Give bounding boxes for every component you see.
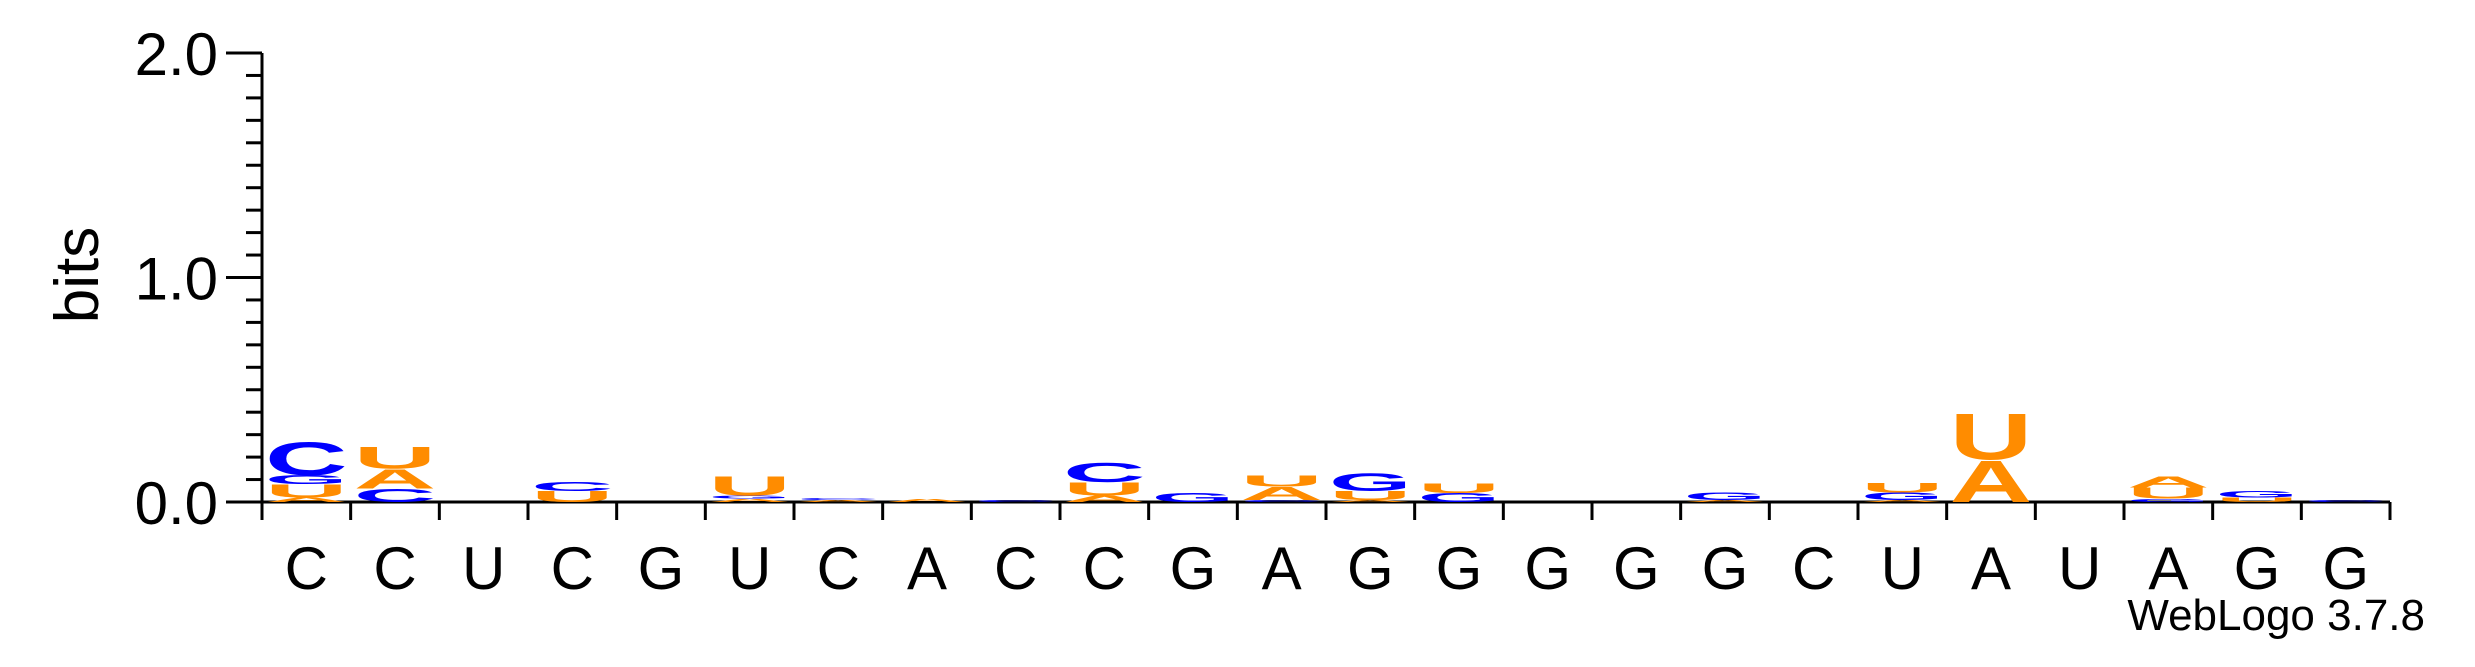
x-tick-label: A — [1262, 535, 1302, 602]
logo-letter-U: U — [2216, 496, 2299, 503]
y-axis: 0.0 1.0 2.0 — [135, 21, 264, 537]
logo-letter-A: A — [354, 463, 437, 494]
logo-letter-C: C — [2304, 499, 2387, 502]
logo-letter-U: U — [531, 488, 614, 505]
x-tick-label: C — [285, 535, 328, 602]
logo-stack: AGU — [708, 470, 791, 503]
logo-letter-G: G — [1684, 490, 1767, 502]
x-tick-label: G — [638, 535, 685, 602]
logo-letter-C: C — [797, 497, 880, 500]
x-tick-label: U — [1881, 535, 1924, 602]
logo-letter-G: G — [1152, 491, 1235, 505]
logo-stack: AC — [797, 497, 880, 503]
logo-letter-U: U — [1240, 472, 1323, 489]
x-tick-label: C — [373, 535, 416, 602]
logo-stack: GUA — [2127, 473, 2210, 503]
logo-stack: UG — [2216, 489, 2299, 503]
logo-stack: AG — [1684, 490, 1767, 502]
x-tick-label: U — [728, 535, 771, 602]
logo-letter-U: U — [1861, 480, 1944, 496]
logo-stack: A — [886, 498, 969, 503]
x-tick-label: G — [1347, 535, 1394, 602]
logo-letter-C: C — [354, 485, 437, 506]
logo-letter-A: A — [1240, 483, 1323, 504]
logo-letter-A: A — [1950, 448, 2033, 515]
logo-letter-C: C — [531, 480, 614, 494]
x-tick-label: G — [1702, 535, 1749, 602]
logo-letter-A: A — [1684, 500, 1767, 503]
x-tick-label: C — [1083, 535, 1126, 602]
x-tick-label: G — [1613, 535, 1660, 602]
logo-letter-G: G — [708, 494, 791, 499]
x-tick-label: A — [2148, 535, 2188, 602]
logo-letter-G: G — [2216, 489, 2299, 499]
logo-letter-U: U — [265, 481, 348, 502]
x-tick-label: C — [1792, 535, 1835, 602]
logo-stack: GU — [1418, 480, 1501, 504]
logo-stack: AU — [1950, 399, 2033, 515]
logo-letter-U: U — [2127, 485, 2210, 502]
logo-letter-C: C — [1063, 456, 1146, 487]
x-tick-label: C — [994, 535, 1037, 602]
logo-letter-G: G — [1329, 468, 1412, 496]
x-tick-label: U — [2058, 535, 2101, 602]
logo-letter-A: A — [2127, 473, 2210, 490]
x-tick-label: G — [1436, 535, 1483, 602]
weblogo-credit: WebLogo 3.7.8 — [2127, 591, 2425, 640]
logo-letter-U: U — [1950, 399, 2033, 473]
x-tick-label: G — [1170, 535, 1217, 602]
y-tick-label: 0.0 — [135, 470, 218, 537]
x-tick-label: G — [2234, 535, 2281, 602]
logo-stack: CAU — [1240, 472, 1323, 504]
y-tick-label: 1.0 — [135, 246, 218, 313]
logo-letter-G: G — [1418, 491, 1501, 505]
x-tick-label: G — [1524, 535, 1571, 602]
x-tick-label: C — [551, 535, 594, 602]
logo-letter-C: C — [974, 499, 1057, 502]
logo-letter-U: U — [1063, 479, 1146, 500]
logo-letter-A: A — [1329, 499, 1412, 502]
logo-letter-G: G — [2127, 498, 2210, 503]
logo-letter-A: A — [265, 496, 348, 503]
logo-letter-C: C — [265, 433, 348, 486]
y-tick-label: 2.0 — [135, 21, 218, 88]
logo-stack: G — [1152, 491, 1235, 505]
logo-letter-U: U — [708, 470, 791, 501]
logo-letter-C: C — [1240, 499, 1323, 502]
logo-letter-A: A — [1861, 500, 1944, 503]
x-tick-label: A — [907, 535, 947, 602]
logo-stack: AUC — [1063, 456, 1146, 504]
x-tick-label: U — [462, 535, 505, 602]
logo-letter-A: A — [797, 499, 880, 502]
y-axis-label: bits — [43, 227, 112, 323]
logo-letter-G: G — [265, 473, 348, 487]
logo-stack: CAU — [354, 440, 437, 506]
logo-stack: AGU — [1861, 480, 1944, 503]
logo-letter-U: U — [1418, 480, 1501, 496]
x-tick-label: C — [817, 535, 860, 602]
x-tick-label: G — [2322, 535, 2369, 602]
logo-letter-G: G — [1861, 490, 1944, 502]
logo-letter-A: A — [886, 498, 969, 503]
logo-stack: C — [2304, 499, 2387, 502]
logo-letter-A: A — [708, 498, 791, 503]
logo-letter-U: U — [354, 440, 437, 475]
logo-letter-U: U — [1329, 489, 1412, 503]
logo-stack: AUG — [1329, 468, 1412, 502]
logo-stack: UC — [531, 480, 614, 506]
logo-stack: C — [974, 499, 1057, 502]
x-tick-label: A — [1971, 535, 2011, 602]
logo-letter-A: A — [1063, 494, 1146, 505]
